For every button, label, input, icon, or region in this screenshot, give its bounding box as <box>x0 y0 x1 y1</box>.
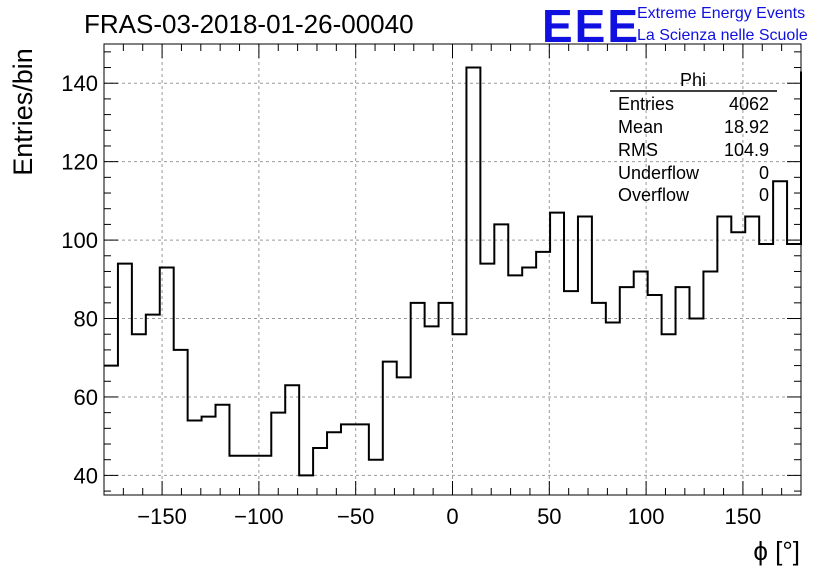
x-tick-label: −150 <box>137 504 187 529</box>
x-tick-label: 100 <box>628 504 665 529</box>
stats-label-underflow: Underflow <box>618 163 700 183</box>
y-tick-label: 100 <box>61 228 98 253</box>
stats-rows: Entries 4062 Mean 18.92 RMS 104.9 Underf… <box>618 94 769 205</box>
y-tick-label: 140 <box>61 71 98 96</box>
stats-label-rms: RMS <box>618 140 658 160</box>
x-axis-label: ϕ [°] <box>753 536 800 566</box>
axes <box>103 43 802 496</box>
x-tick-label: 50 <box>537 504 561 529</box>
stats-value-overflow: 0 <box>759 185 769 205</box>
grid-lines <box>104 44 801 495</box>
y-tick-label: 40 <box>74 463 98 488</box>
x-tick-label: 150 <box>725 504 762 529</box>
eee-logo: EEE Extreme Energy Events La Scienza nel… <box>542 0 808 52</box>
stats-box: Phi Entries 4062 Mean 18.92 RMS 104.9 Un… <box>610 70 777 205</box>
y-axis-label: Entries/bin <box>8 48 38 176</box>
histogram-outline <box>104 66 802 477</box>
tick-labels: −150 −100 −50 0 50 100 150 40 60 80 100 120 140 <box>61 71 761 529</box>
x-tick-label: −100 <box>234 504 284 529</box>
x-tick-label: −50 <box>337 504 374 529</box>
stats-label-overflow: Overflow <box>618 185 690 205</box>
stats-label-mean: Mean <box>618 117 663 137</box>
stats-title: Phi <box>680 70 706 90</box>
logo-line1: Extreme Energy Events <box>637 5 805 22</box>
y-tick-label: 120 <box>61 150 98 175</box>
logo-line2: La Scienza nelle Scuole <box>637 27 808 44</box>
chart-title: FRAS-03-2018-01-26-00040 <box>84 9 414 39</box>
y-tick-label: 80 <box>74 307 98 332</box>
stats-value-underflow: 0 <box>759 163 769 183</box>
stats-value-rms: 104.9 <box>724 140 769 160</box>
y-tick-label: 60 <box>74 385 98 410</box>
logo-mark: EEE <box>542 0 640 52</box>
stats-value-entries: 4062 <box>729 94 769 114</box>
stats-value-mean: 18.92 <box>724 117 769 137</box>
histogram-bins <box>104 66 802 477</box>
stats-label-entries: Entries <box>618 94 674 114</box>
x-tick-label: 0 <box>446 504 458 529</box>
